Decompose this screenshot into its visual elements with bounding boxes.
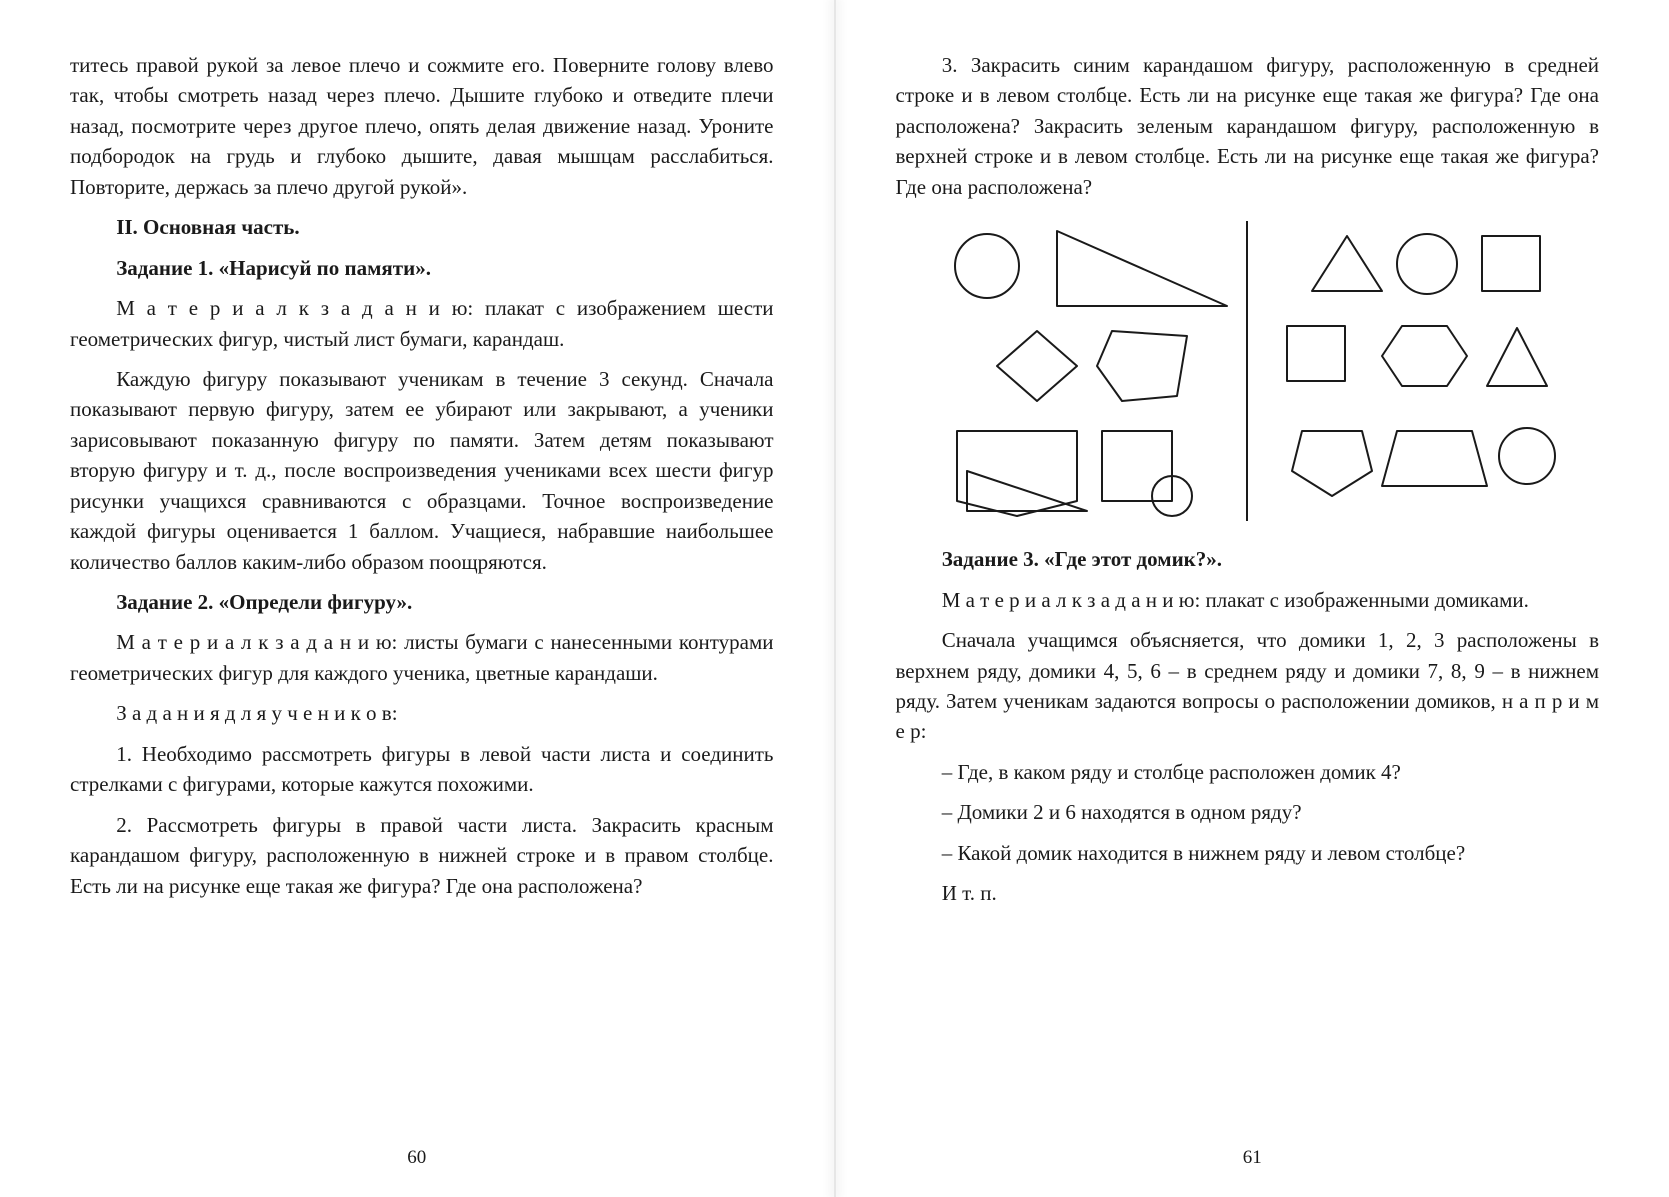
page-number-left: 60 <box>0 1144 834 1172</box>
task-item-3: 3. Закрасить синим карандашом фигуру, ра… <box>896 50 1600 202</box>
question-3: – Какой домик находится в нижнем ряду и … <box>896 838 1600 868</box>
paragraph: титесь правой рукой за левое плечо и сож… <box>70 50 774 202</box>
shapes-figure <box>896 216 1600 526</box>
material-label: М а т е р и а л к з а д а н и ю: <box>116 296 485 320</box>
task-heading-1: Задание 1. «Нарисуй по памяти». <box>70 253 774 283</box>
task-item-2: 2. Рассмотреть фигуры в правой части лис… <box>70 810 774 901</box>
book-spread: титесь правой рукой за левое плечо и сож… <box>0 0 1669 1197</box>
paragraph: И т. п. <box>896 878 1600 908</box>
task-heading-2: Задание 2. «Определи фигуру». <box>70 587 774 617</box>
material-2: М а т е р и а л к з а д а н и ю: листы б… <box>70 627 774 688</box>
question-1: – Где, в каком ряду и столбце расположен… <box>896 757 1600 787</box>
material-text: плакат с изображенными домиками. <box>1206 588 1529 612</box>
task-item-1: 1. Необходимо рассмотреть фигуры в левой… <box>70 739 774 800</box>
material-3: М а т е р и а л к з а д а н и ю: плакат … <box>896 585 1600 615</box>
question-2: – Домики 2 и 6 находятся в одном ряду? <box>896 797 1600 827</box>
tasks-label: З а д а н и я д л я у ч е н и к о в: <box>70 698 774 728</box>
text-run: Сначала учащимся объясняется, что домики… <box>896 628 1600 713</box>
material-label: М а т е р и а л к з а д а н и ю: <box>116 630 404 654</box>
paragraph: Сначала учащимся объясняется, что домики… <box>896 625 1600 747</box>
page-number-right: 61 <box>836 1144 1669 1172</box>
paragraph: Каждую фигуру показывают ученикам в тече… <box>70 364 774 577</box>
material-1: М а т е р и а л к з а д а н и ю: плакат … <box>70 293 774 354</box>
material-label: М а т е р и а л к з а д а н и ю: <box>942 588 1206 612</box>
page-left: титесь правой рукой за левое плечо и сож… <box>0 0 834 1197</box>
page-right: 3. Закрасить синим карандашом фигуру, ра… <box>836 0 1669 1197</box>
shapes-svg <box>927 216 1567 526</box>
section-heading: II. Основная часть. <box>70 212 774 242</box>
task-heading-3: Задание 3. «Где этот домик?». <box>896 544 1600 574</box>
